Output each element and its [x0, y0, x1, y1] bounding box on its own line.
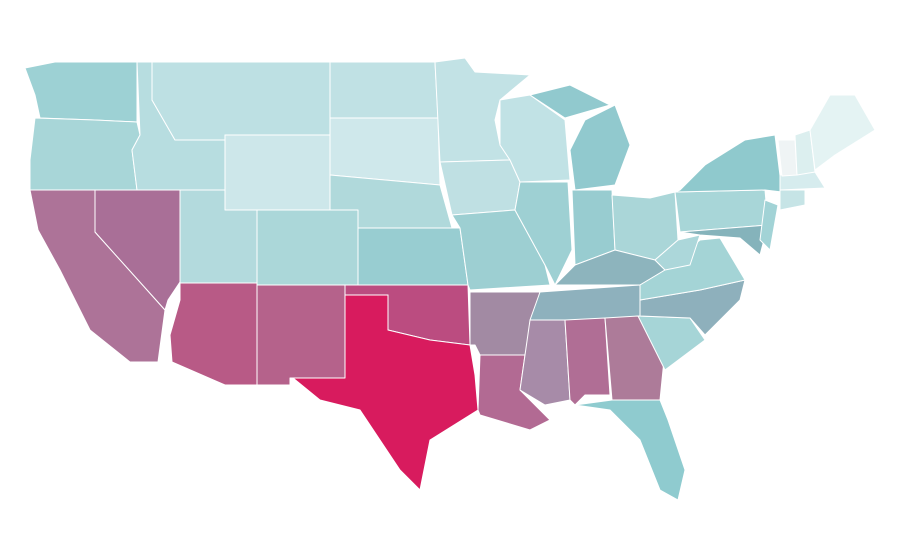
state — [777, 139, 798, 177]
state — [256, 284, 346, 386]
state — [794, 129, 816, 176]
state — [639, 237, 746, 301]
state — [24, 61, 138, 123]
state — [169, 282, 258, 386]
state — [809, 94, 876, 171]
state — [574, 399, 686, 501]
state — [357, 227, 469, 286]
state — [529, 84, 631, 191]
state — [292, 294, 479, 491]
state — [329, 117, 441, 186]
state — [674, 134, 783, 193]
state — [654, 234, 701, 271]
state — [679, 224, 769, 256]
state — [564, 317, 611, 406]
state — [439, 159, 521, 216]
state — [779, 189, 806, 211]
state — [759, 199, 779, 251]
state — [256, 209, 359, 286]
state — [224, 134, 331, 211]
state — [29, 117, 141, 191]
state — [151, 61, 331, 141]
state — [329, 61, 439, 119]
